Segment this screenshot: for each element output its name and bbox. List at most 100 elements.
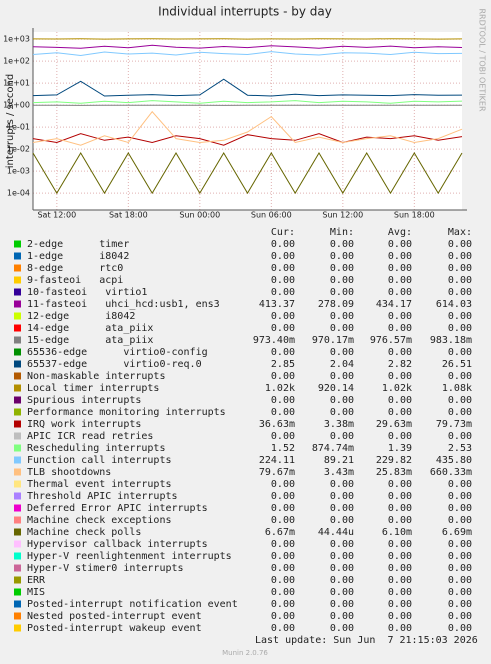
stat-value: 0.00 — [271, 575, 295, 586]
legend-label: 65536-edge virtio0-config — [27, 347, 208, 358]
stat-value: 0.00 — [388, 239, 412, 250]
stat-value: 0.00 — [330, 479, 354, 490]
legend-label: APIC ICR read retries — [27, 431, 153, 442]
y-tick-label: 1e+02 — [3, 57, 30, 66]
legend-label: 11-fasteoi uhci_hcd:usb1, ens3 — [27, 299, 220, 310]
stat-value: 0.00 — [388, 407, 412, 418]
stat-value: 0.00 — [271, 623, 295, 634]
stat-value: 0.00 — [448, 611, 472, 622]
legend-swatch — [14, 624, 21, 632]
stat-value: 660.33m — [430, 467, 472, 478]
legend-swatch — [14, 588, 21, 596]
stat-value: 0.00 — [271, 371, 295, 382]
stat-value: 1.02k — [382, 383, 412, 394]
stat-value: 0.00 — [330, 347, 354, 358]
y-axis-label: interrupts / second — [5, 74, 16, 168]
y-tick-label: 1e-03 — [7, 167, 30, 176]
legend-label: Thermal event interrupts — [27, 479, 172, 490]
legend-swatch — [14, 240, 21, 248]
legend-swatch — [14, 492, 21, 500]
stat-value: 0.00 — [271, 347, 295, 358]
stat-value: 36.63m — [259, 419, 295, 430]
stat-value: 970.17m — [312, 335, 354, 346]
legend-label: MIS — [27, 587, 45, 598]
stat-value: 278.09 — [318, 299, 354, 310]
stat-value: 0.00 — [271, 479, 295, 490]
stat-value: 0.00 — [271, 251, 295, 262]
stat-value: 920.14 — [318, 383, 354, 394]
stat-value: 6.69m — [442, 527, 472, 538]
stat-value: 2.85 — [271, 359, 295, 370]
stat-value: 0.00 — [330, 611, 354, 622]
legend-label: 10-fasteoi virtio1 — [27, 287, 147, 298]
stat-value: 0.00 — [388, 599, 412, 610]
stat-value: 1.52 — [271, 443, 295, 454]
stat-value: 0.00 — [388, 275, 412, 286]
stat-value: 0.00 — [388, 587, 412, 598]
legend-label: 15-edge ata_piix — [27, 335, 153, 346]
stat-value: 0.00 — [448, 431, 472, 442]
stat-value: 0.00 — [271, 515, 295, 526]
stat-value: 6.10m — [382, 527, 412, 538]
stat-value: 0.00 — [271, 323, 295, 334]
legend-swatch — [14, 300, 21, 308]
legend-swatch — [14, 372, 21, 380]
legend-label: ERR — [27, 575, 46, 586]
legend-swatch — [14, 564, 21, 572]
legend-swatch — [14, 420, 21, 428]
legend-label: Posted-interrupt notification event — [27, 599, 238, 610]
stat-value: 0.00 — [388, 311, 412, 322]
stat-value: 0.00 — [448, 347, 472, 358]
legend-label: Threshold APIC interrupts — [27, 491, 178, 502]
stat-value: 0.00 — [448, 479, 472, 490]
x-tick-label: Sun 00:00 — [179, 211, 220, 220]
legend-label: Deferred Error APIC interrupts — [27, 503, 208, 514]
stat-value: 44.44u — [318, 527, 354, 538]
y-tick-label: 1e-02 — [7, 145, 30, 154]
legend-swatch — [14, 540, 21, 548]
series-line — [32, 51, 463, 57]
legend-swatch — [14, 444, 21, 452]
chart-title: Individual interrupts - by day — [158, 5, 332, 19]
stat-value: 0.00 — [271, 395, 295, 406]
stat-value: 6.67m — [265, 527, 295, 538]
legend-swatch — [14, 516, 21, 524]
stat-value: 0.00 — [330, 263, 354, 274]
stat-value: 0.00 — [448, 323, 472, 334]
stat-value: 0.00 — [330, 503, 354, 514]
stat-value: 0.00 — [448, 491, 472, 502]
legend-label: Performance monitoring interrupts — [27, 407, 226, 418]
x-tick-label: Sat 12:00 — [37, 211, 76, 220]
stat-value: 0.00 — [330, 323, 354, 334]
stat-header: Avg: — [388, 227, 412, 238]
stat-value: 0.00 — [448, 251, 472, 262]
stat-value: 0.00 — [330, 623, 354, 634]
stat-value: 0.00 — [388, 263, 412, 274]
stat-value: 0.00 — [388, 287, 412, 298]
stat-value: 614.03 — [436, 299, 472, 310]
stat-value: 0.00 — [388, 515, 412, 526]
stat-value: 0.00 — [388, 347, 412, 358]
stat-value: 0.00 — [388, 623, 412, 634]
stat-value: 0.00 — [388, 539, 412, 550]
stat-value: 79.67m — [259, 467, 295, 478]
legend-swatch — [14, 276, 21, 284]
stat-value: 0.00 — [388, 251, 412, 262]
legend-swatch — [14, 612, 21, 620]
stat-value: 0.00 — [448, 407, 472, 418]
stat-value: 0.00 — [448, 311, 472, 322]
legend-swatch — [14, 600, 21, 608]
legend-label: IRQ work interrupts — [27, 419, 141, 430]
y-tick-label: 1e+01 — [3, 79, 30, 88]
legend-swatch — [14, 576, 21, 584]
legend-swatch — [14, 324, 21, 332]
stat-value: 224.11 — [259, 455, 295, 466]
stat-value: 0.00 — [388, 323, 412, 334]
stat-header: Cur: — [271, 227, 295, 238]
stat-value: 0.00 — [271, 503, 295, 514]
y-tick-label: 1e-04 — [7, 189, 30, 198]
legend-swatch — [14, 348, 21, 356]
stat-value: 0.00 — [271, 431, 295, 442]
legend-swatch — [14, 456, 21, 464]
